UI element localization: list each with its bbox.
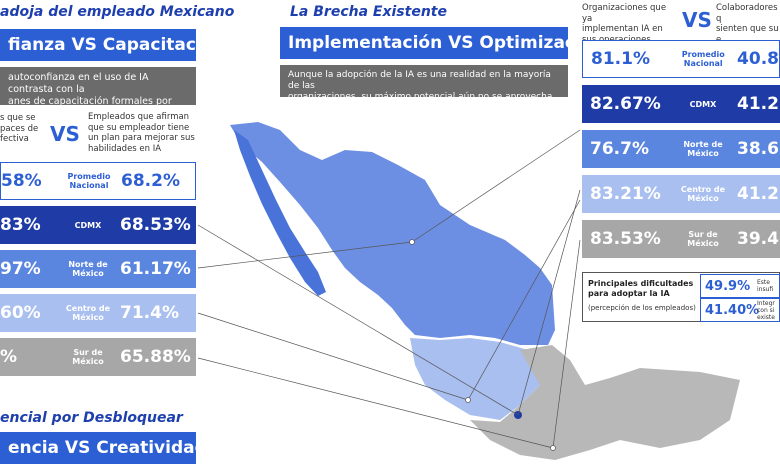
map-dot-centro bbox=[465, 397, 471, 403]
right-row-region: Promedio Nacional bbox=[681, 50, 725, 68]
right-row-region: Sur de México bbox=[687, 230, 719, 248]
left-heading: adoja del empleado Mexicano bbox=[0, 4, 235, 20]
left-banner: fianza VS Capacitación bbox=[0, 29, 196, 61]
right-row-value-left: 81.1% bbox=[591, 49, 650, 69]
left-row-centro: 60% Centro de México 71.4% bbox=[0, 294, 196, 332]
map-baja-california bbox=[234, 130, 326, 296]
right-row-value-right: 40.8 bbox=[737, 49, 779, 69]
right-row-value-right: 39.4 bbox=[737, 229, 779, 249]
right-row-cdmx: 82.67% CDMX 41.2 bbox=[582, 85, 780, 123]
difficulties-title: Principales dificultades para adoptar la… bbox=[588, 279, 694, 298]
difficulty-label: Integr con si existe bbox=[757, 299, 775, 321]
left-row-value-left: % bbox=[0, 347, 18, 367]
left-col-left-label: s que se paces de fectiva bbox=[0, 113, 39, 144]
right-row-value-left: 76.7% bbox=[590, 139, 649, 159]
difficulty-value: 41.40% bbox=[705, 302, 760, 318]
left-row-value-right: 61.17% bbox=[120, 259, 191, 279]
left-row-value-left: 60% bbox=[0, 303, 41, 323]
left-row-value-right: 68.2% bbox=[121, 171, 180, 191]
center-description: Aunque la adopción de la IA es una reali… bbox=[280, 65, 568, 97]
map-region-centro bbox=[410, 338, 545, 420]
left-description: autoconfianza en el uso de IA contrasta … bbox=[0, 67, 196, 105]
left-row-region: Centro de México bbox=[65, 304, 111, 322]
left-row-region: Norte de México bbox=[68, 260, 108, 278]
difficulty-label: Este insufi bbox=[757, 279, 774, 293]
left-row-cdmx: 83% CDMX 68.53% bbox=[0, 206, 196, 244]
right-row-sur: 83.53% Sur de México 39.4 bbox=[582, 220, 780, 258]
right-row-value-left: 82.67% bbox=[590, 94, 661, 114]
right-row-value-right: 41.2 bbox=[737, 94, 779, 114]
left-row-value-left: 58% bbox=[1, 171, 42, 191]
difficulty-value: 49.9% bbox=[705, 278, 751, 294]
center-heading: La Brecha Existente bbox=[290, 4, 447, 20]
map-region-sur bbox=[470, 345, 740, 460]
left-col-right-label: Empleados que afirman que su empleador t… bbox=[88, 112, 195, 154]
left-vs: VS bbox=[50, 122, 80, 146]
left-row-value-right: 65.88% bbox=[120, 347, 191, 367]
left-row-norte: 97% Norte de México 61.17% bbox=[0, 250, 196, 288]
map-region-norte bbox=[230, 122, 555, 345]
right-row-region: Norte de México bbox=[683, 140, 723, 158]
left-row-value-right: 71.4% bbox=[120, 303, 179, 323]
right-row-region: Centro de México bbox=[680, 185, 726, 203]
right-vs: VS bbox=[682, 8, 712, 32]
difficulty-item: 41.40% Integr con si existe bbox=[700, 298, 780, 322]
right-row-norte: 76.7% Norte de México 38.6 bbox=[582, 130, 780, 168]
right-row-promedio: 81.1% Promedio Nacional 40.8 bbox=[582, 40, 780, 78]
right-row-region: CDMX bbox=[689, 99, 717, 109]
left-row-value-left: 97% bbox=[0, 259, 41, 279]
center-banner: Implementación VS Optimización bbox=[280, 27, 568, 59]
left-row-value-left: 83% bbox=[0, 215, 41, 235]
right-row-value-left: 83.21% bbox=[590, 184, 661, 204]
right-row-value-left: 83.53% bbox=[590, 229, 661, 249]
map-connector-lines bbox=[197, 129, 581, 449]
left-row-value-right: 68.53% bbox=[120, 215, 191, 235]
left-row-region: CDMX bbox=[74, 220, 102, 230]
left-row-promedio: 58% Promedio Nacional 68.2% bbox=[0, 162, 196, 200]
right-row-centro: 83.21% Centro de México 41.2 bbox=[582, 175, 780, 213]
difficulty-item: 49.9% Este insufi bbox=[700, 274, 780, 298]
left-bottom-banner: encia VS Creatividad bbox=[0, 432, 196, 464]
right-col-right-label: Colaboradores q sienten que su e aprovec… bbox=[716, 3, 779, 43]
map-dot-norte bbox=[409, 239, 415, 245]
left-row-sur: % Sur de México 65.88% bbox=[0, 338, 196, 376]
left-row-region: Sur de México bbox=[72, 348, 104, 366]
right-row-value-right: 41.2 bbox=[737, 184, 779, 204]
left-bottom-heading: encial por Desbloquear bbox=[0, 410, 183, 426]
difficulties-subtitle: (percepción de los empleados) bbox=[588, 304, 696, 312]
map-dot-sur bbox=[550, 445, 556, 451]
right-row-value-right: 38.6 bbox=[737, 139, 779, 159]
left-row-region: Promedio Nacional bbox=[67, 172, 111, 190]
right-col-left-label: Organizaciones que ya implementan IA en … bbox=[582, 3, 667, 43]
